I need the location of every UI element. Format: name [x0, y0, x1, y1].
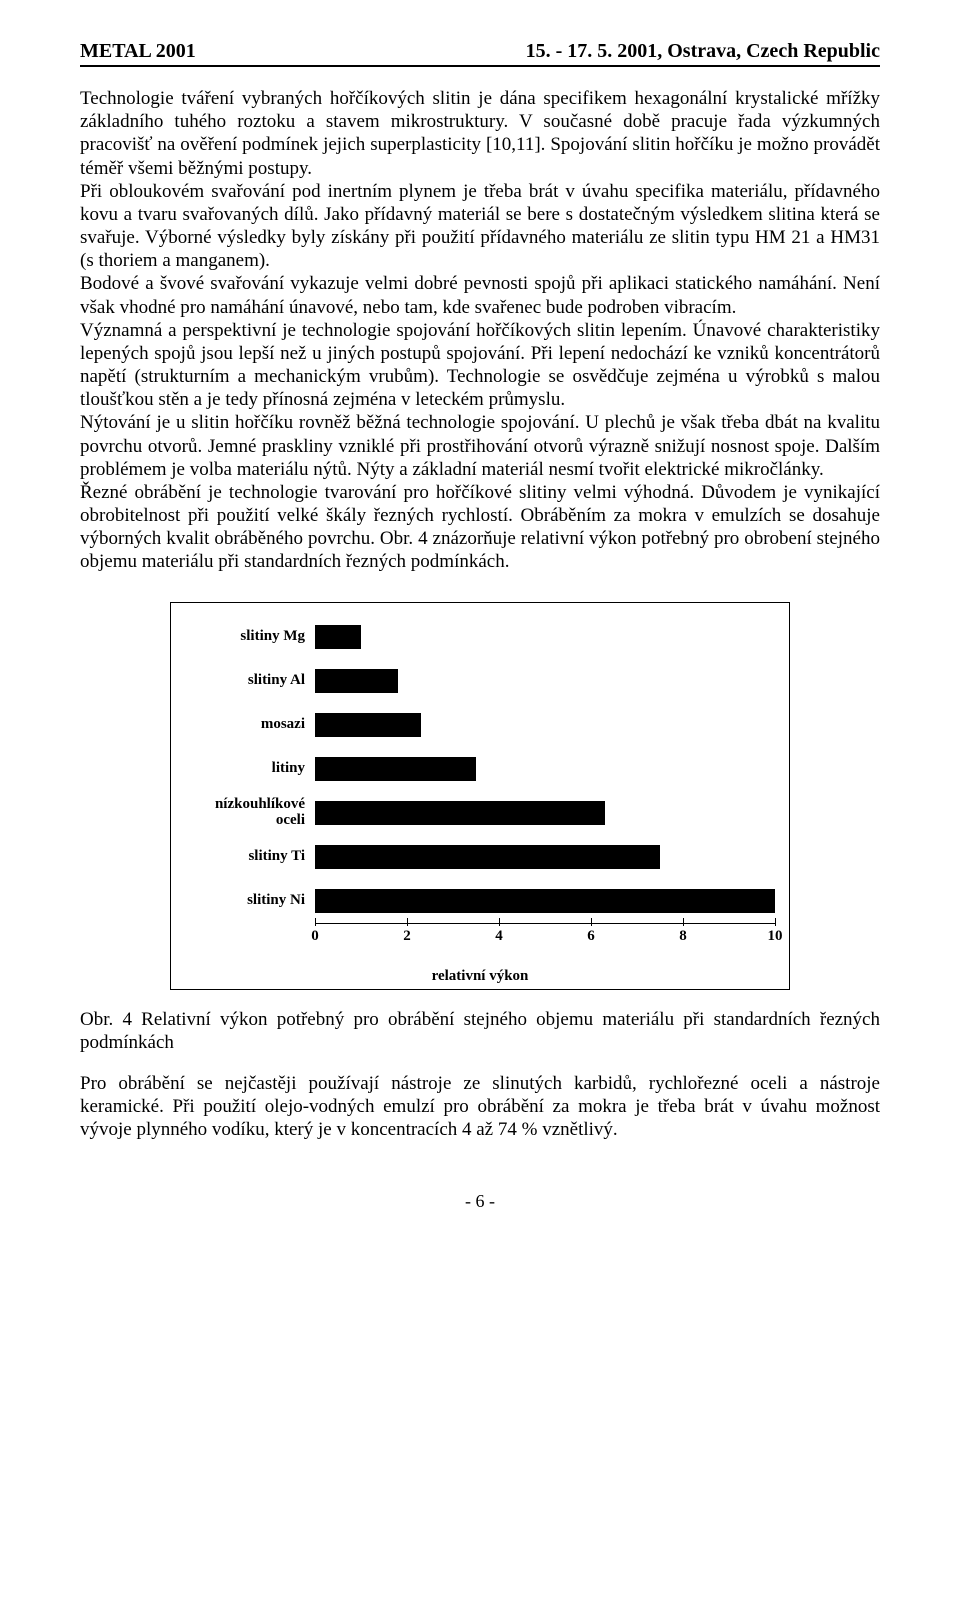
header-right: 15. - 17. 5. 2001, Ostrava, Czech Republ…	[526, 40, 880, 63]
bar-row: slitiny Al	[185, 659, 775, 703]
body-text: Technologie tváření vybraných hořčíkovýc…	[80, 87, 880, 574]
bar-fill	[315, 669, 398, 693]
chart-container: slitiny Mg slitiny Al mosazi litiny nízkouhl…	[170, 602, 790, 990]
bar-track	[315, 747, 775, 791]
figure-caption: Obr. 4 Relativní výkon potřebný pro obrá…	[80, 1008, 880, 1054]
bar-label: slitiny Mg	[185, 629, 315, 645]
bar-fill	[315, 757, 476, 781]
axis-tick-label: 10	[768, 928, 783, 945]
axis-tick	[315, 918, 316, 926]
paragraph: Nýtování je u slitin hořčíku rovněž běžn…	[80, 411, 880, 481]
bar-row: slitiny Mg	[185, 615, 775, 659]
paragraph: Technologie tváření vybraných hořčíkovýc…	[80, 87, 880, 180]
page: METAL 2001 15. - 17. 5. 2001, Ostrava, C…	[0, 0, 960, 1272]
bar-label: slitiny Ti	[185, 849, 315, 865]
bar-track	[315, 791, 775, 835]
bar-fill	[315, 713, 421, 737]
paragraph: Bodové a švové svařování vykazuje velmi …	[80, 272, 880, 318]
bar-track	[315, 659, 775, 703]
axis-spacer	[185, 923, 315, 964]
bar-label: mosazi	[185, 717, 315, 733]
bar-row: mosazi	[185, 703, 775, 747]
bar-row: litiny	[185, 747, 775, 791]
axis-tick-label: 6	[587, 928, 595, 945]
bar-label: litiny	[185, 761, 315, 777]
bar-fill	[315, 801, 605, 825]
bar-label: slitiny Ni	[185, 893, 315, 909]
body-text: Pro obrábění se nejčastěji používají nás…	[80, 1072, 880, 1142]
bar-label: slitiny Al	[185, 673, 315, 689]
axis-tick-label: 8	[679, 928, 687, 945]
running-header: METAL 2001 15. - 17. 5. 2001, Ostrava, C…	[80, 40, 880, 67]
x-axis: 0246810	[185, 923, 775, 964]
bar-fill	[315, 845, 660, 869]
paragraph: Významná a perspektivní je technologie s…	[80, 319, 880, 412]
axis-tick	[591, 918, 592, 926]
paragraph: Řezné obrábění je technologie tvarování …	[80, 481, 880, 574]
bar-fill	[315, 625, 361, 649]
axis-plot: 0246810	[315, 923, 775, 964]
chart-box: slitiny Mg slitiny Al mosazi litiny nízkouhl…	[170, 602, 790, 990]
chart-plot: slitiny Mg slitiny Al mosazi litiny nízkouhl…	[185, 615, 775, 923]
bar-label: nízkouhlíkové oceli	[185, 797, 315, 829]
bar-row: nízkouhlíkové oceli	[185, 791, 775, 835]
bar-track	[315, 835, 775, 879]
paragraph: Pro obrábění se nejčastěji používají nás…	[80, 1072, 880, 1142]
axis-tick	[499, 918, 500, 926]
bar-track	[315, 879, 775, 923]
bar-row: slitiny Ti	[185, 835, 775, 879]
axis-tick	[775, 918, 776, 926]
bar-track	[315, 703, 775, 747]
x-axis-title: relativní výkon	[185, 968, 775, 985]
header-left: METAL 2001	[80, 40, 196, 63]
bar-track	[315, 615, 775, 659]
axis-tick-label: 0	[311, 928, 319, 945]
axis-tick-label: 2	[403, 928, 411, 945]
paragraph: Při obloukovém svařování pod inertním pl…	[80, 180, 880, 273]
bar-row: slitiny Ni	[185, 879, 775, 923]
axis-tick	[683, 918, 684, 926]
axis-tick	[407, 918, 408, 926]
bar-fill	[315, 889, 775, 913]
axis-tick-label: 4	[495, 928, 503, 945]
page-number: - 6 -	[80, 1191, 880, 1212]
